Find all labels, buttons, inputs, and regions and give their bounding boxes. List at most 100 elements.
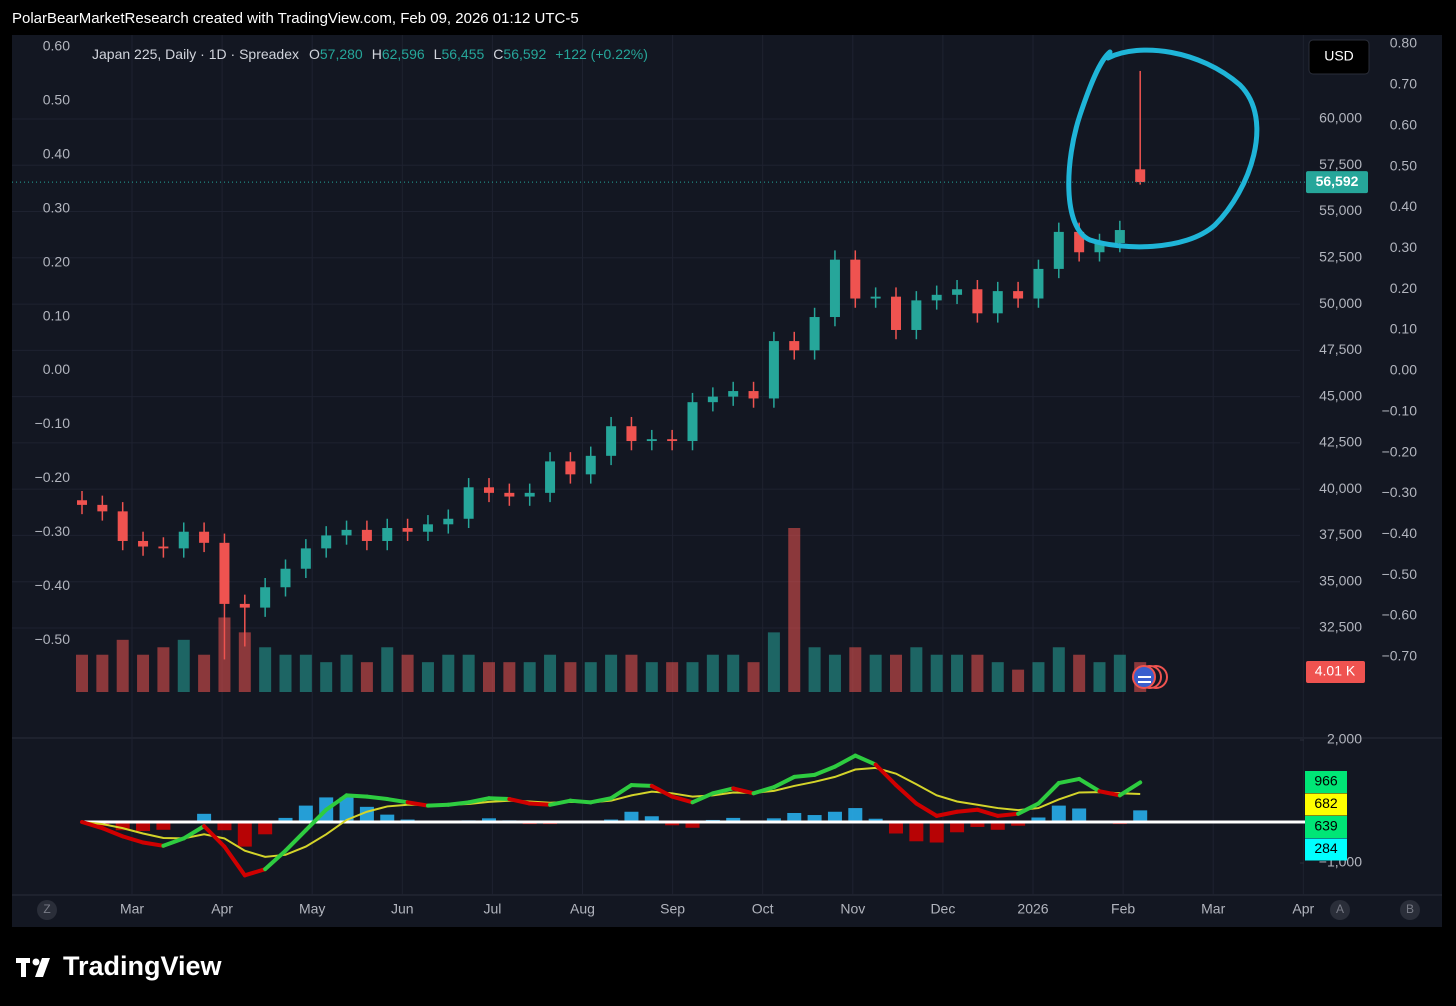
axis-button[interactable] — [37, 900, 57, 920]
volume-bar — [869, 654, 882, 692]
x-tick-label: May — [299, 901, 325, 917]
volume-bar — [849, 647, 862, 692]
price-tick-label: 32,500 — [1319, 619, 1362, 635]
header: PolarBearMarketResearch created with Tra… — [12, 10, 579, 27]
left-tick-label: −0.10 — [35, 415, 71, 431]
currency[interactable]: USD — [1324, 48, 1354, 64]
candle-body — [239, 603, 250, 608]
volume-bar — [1012, 669, 1025, 692]
left-tick-label: 0.10 — [43, 307, 70, 323]
volume-bar — [584, 662, 597, 692]
volume-bar — [76, 654, 88, 692]
macd-line-segment — [80, 820, 105, 831]
left-tick-label: −0.30 — [35, 523, 71, 539]
x-tick-label: Oct — [752, 901, 774, 917]
candle-body — [300, 548, 311, 569]
price-tick-label: 37,500 — [1319, 526, 1362, 542]
volume-bar — [951, 654, 964, 692]
legend-key: H — [372, 46, 382, 62]
last-price-label: 56,592 — [1316, 173, 1359, 189]
right-tick-label: 0.70 — [1390, 76, 1417, 92]
macd-line-segment — [670, 794, 695, 805]
candle-body — [545, 461, 556, 493]
macd-line-segment — [141, 840, 166, 848]
price-tick-label: 47,500 — [1319, 341, 1362, 357]
histogram-bar — [217, 822, 232, 831]
candle-body — [789, 341, 800, 351]
macd-badge-label: 639 — [1314, 818, 1338, 834]
volume-bar — [1073, 654, 1086, 692]
volume-bar — [645, 662, 658, 692]
volume-bar — [747, 662, 760, 692]
volume-bar — [666, 662, 679, 692]
macd-line-segment — [181, 824, 207, 841]
candle-body — [829, 259, 840, 318]
macd-line-segment — [568, 798, 593, 805]
histogram-bar — [787, 812, 802, 823]
right-tick-label: 0.20 — [1390, 280, 1417, 296]
axis-button-label[interactable]: A — [1336, 902, 1344, 916]
event-icons[interactable] — [1132, 665, 1168, 689]
volume-bar — [930, 654, 943, 692]
macd-line-segment — [283, 828, 308, 853]
grid — [12, 35, 1304, 895]
macd-line-segment — [995, 811, 1021, 818]
macd-line-segment — [1097, 789, 1122, 798]
volume-bar — [523, 662, 536, 692]
macd-line-segment — [1036, 781, 1061, 806]
volume-bar — [360, 662, 373, 692]
left-tick-label: 0.60 — [43, 38, 70, 54]
x-tick-label: Jun — [391, 901, 414, 917]
flag-stripe — [1138, 676, 1151, 678]
candle-body — [768, 341, 779, 399]
histogram-bar — [726, 817, 741, 823]
left-tick-label: −0.20 — [35, 469, 71, 485]
histogram-bar — [929, 822, 944, 843]
candle-body — [77, 500, 87, 505]
legend-value: 56,592 — [503, 46, 546, 62]
volume-bar — [238, 632, 251, 692]
histogram-bar — [1011, 822, 1026, 826]
right-tick-label: −0.50 — [1382, 566, 1418, 582]
macd-line-segment — [1117, 780, 1143, 798]
histogram-bar — [868, 818, 883, 823]
histogram-bar — [970, 822, 985, 827]
axis-button-label[interactable]: B — [1406, 902, 1414, 916]
price-tick-label: 57,500 — [1319, 156, 1362, 172]
candle-body — [972, 289, 983, 314]
volume-bar — [686, 662, 699, 692]
legend-value: 62,596 — [382, 46, 425, 62]
axis-button[interactable] — [1400, 900, 1420, 920]
histogram-bar — [889, 822, 903, 834]
candle-body — [707, 396, 718, 403]
footer-logo-text: TradingView — [63, 951, 223, 981]
price-tick-label: 35,000 — [1319, 572, 1362, 588]
axis-button[interactable] — [1330, 900, 1350, 920]
candle-body — [402, 528, 413, 532]
macd-line-segment — [303, 807, 329, 833]
legend-value: 56,455 — [441, 46, 484, 62]
volume-bar — [421, 662, 434, 692]
legend-change: +122 (+0.22%) — [555, 46, 648, 62]
macd-badge-label: 682 — [1314, 795, 1338, 811]
price-tick-label: 42,500 — [1319, 434, 1362, 450]
right-tick-label: 0.10 — [1390, 321, 1417, 337]
candle-body — [1053, 231, 1064, 269]
currency-box[interactable] — [1308, 39, 1370, 75]
candle-body — [728, 391, 739, 397]
axis-button-label[interactable]: Z — [43, 902, 50, 916]
candle-body — [992, 291, 1003, 314]
candle-body — [667, 439, 678, 442]
histogram-bar — [1072, 808, 1087, 823]
macd-line-segment — [364, 794, 390, 802]
volume-bar — [320, 662, 333, 692]
macd-line-segment — [894, 783, 919, 806]
candle-body — [199, 531, 210, 543]
volume-bar — [1093, 662, 1106, 692]
macd-line-segment — [609, 783, 634, 801]
x-tick-label: Nov — [840, 901, 865, 917]
volume-bar — [727, 654, 740, 692]
macd-badge — [1305, 838, 1347, 861]
macd-line-segment — [629, 783, 654, 788]
candle-body — [138, 540, 149, 547]
